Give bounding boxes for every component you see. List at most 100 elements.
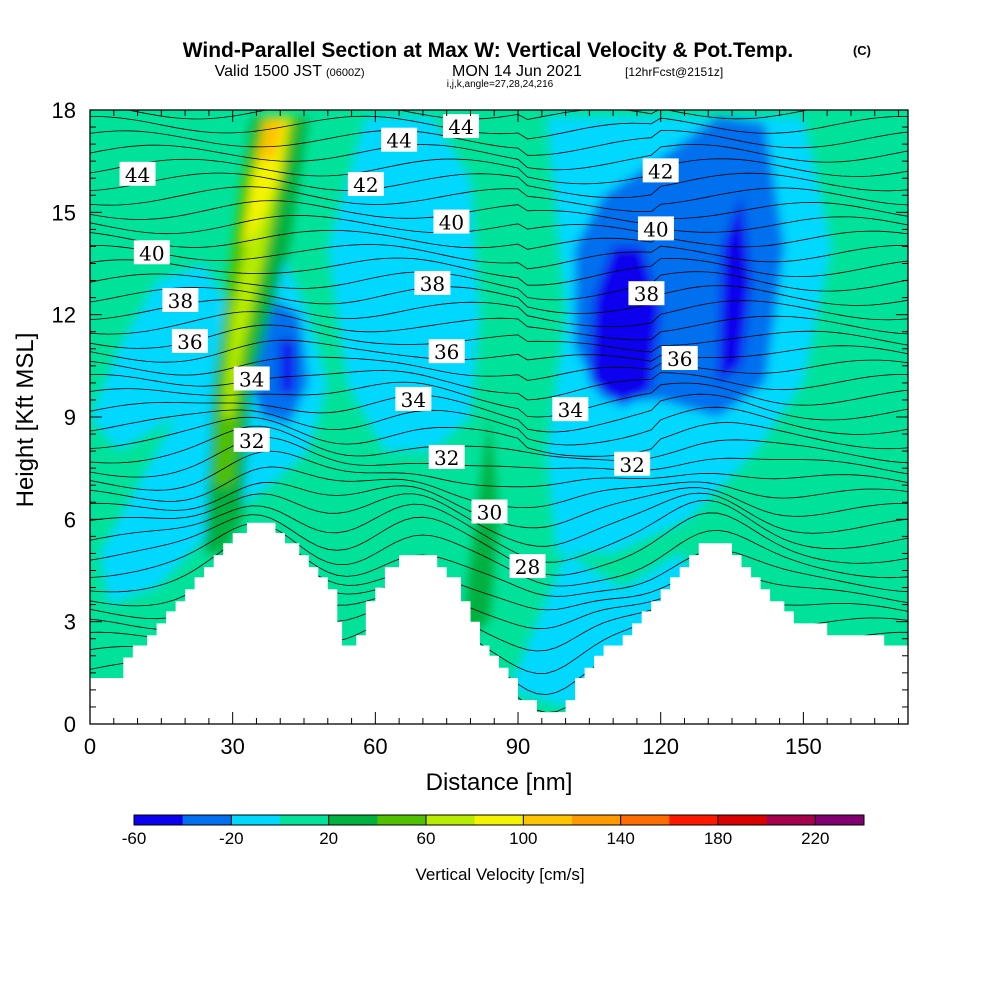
y-tick-label: 3 <box>64 610 76 635</box>
y-tick-label: 9 <box>64 405 76 430</box>
theta-label: 36 <box>171 328 208 354</box>
colorbar-swatch <box>377 815 427 825</box>
velocity-region <box>461 417 499 639</box>
terrain-mask <box>90 522 908 724</box>
theta-label-text: 32 <box>619 453 644 477</box>
theta-contour <box>90 200 908 225</box>
theta-contour <box>90 186 908 212</box>
theta-label-box <box>628 281 665 306</box>
colorbar-swatch <box>182 815 232 825</box>
theta-label: 32 <box>233 427 270 453</box>
theta-contour <box>90 271 908 301</box>
theta-label-box <box>442 114 479 139</box>
theta-label-box <box>133 240 170 265</box>
theta-contour <box>90 172 908 199</box>
velocity-region <box>327 116 480 452</box>
theta-contour <box>90 370 908 401</box>
theta-contour <box>90 523 908 587</box>
theta-label-text: 40 <box>139 241 164 265</box>
velocity-region <box>508 553 709 707</box>
colorbar-swatch <box>134 815 184 825</box>
chart-title: Wind-Parallel Section at Max W: Vertical… <box>183 39 794 62</box>
chart-title-unit: (C) <box>853 43 871 58</box>
y-axis-label: Height [Kft MSL] <box>12 333 39 508</box>
y-tick-label: 0 <box>64 712 76 737</box>
x-tick-label: 90 <box>506 734 530 759</box>
theta-label-text: 36 <box>434 340 459 364</box>
theta-label-text: 40 <box>643 217 668 241</box>
theta-label-text: 38 <box>168 289 193 313</box>
theta-label-text: 36 <box>667 347 692 371</box>
colorbar-tick-label: -20 <box>219 829 244 848</box>
theta-label: 34 <box>552 397 589 422</box>
theta-contour <box>90 115 908 140</box>
colorbar-swatch <box>474 815 524 825</box>
theta-label: 44 <box>381 127 418 153</box>
subtitle-fcst: [12hrFcst@2151z] <box>625 65 723 79</box>
theta-contour <box>90 512 908 576</box>
theta-label-box <box>471 499 508 524</box>
theta-label: 34 <box>233 366 270 391</box>
theta-label-box <box>171 328 208 353</box>
y-tick-label: 6 <box>64 507 76 532</box>
theta-label: 36 <box>661 346 698 371</box>
y-tick-label: 18 <box>52 98 76 123</box>
theta-label-text: 44 <box>125 163 150 187</box>
theta-label-text: 34 <box>558 398 583 422</box>
theta-label-text: 40 <box>439 211 464 235</box>
theta-label: 42 <box>347 172 384 197</box>
x-axis-label: Distance [nm] <box>426 769 573 796</box>
theta-label-box <box>119 161 156 186</box>
theta-label: 38 <box>414 270 451 296</box>
theta-label-box <box>509 554 546 579</box>
theta-label-box <box>642 158 679 183</box>
velocity-region <box>717 195 752 383</box>
colorbar-label: Vertical Velocity [cm/s] <box>415 865 584 884</box>
theta-label-text: 38 <box>420 272 445 296</box>
y-tick-label: 12 <box>52 303 76 328</box>
theta-label-box <box>381 127 418 152</box>
colorbar-swatch <box>523 815 573 825</box>
theta-label-box <box>347 172 384 197</box>
subtitle-valid: Valid 1500 JST <box>215 63 323 80</box>
theta-label-text: 32 <box>239 429 264 453</box>
theta-contour <box>90 381 908 418</box>
theta-label-box <box>233 366 270 391</box>
colorbar-swatch <box>718 815 768 825</box>
colorbar-swatch <box>766 815 816 825</box>
theta-label-box <box>162 288 199 313</box>
theta-label: 32 <box>428 444 465 470</box>
theta-label: 44 <box>442 114 479 139</box>
colorbar-swatch <box>280 815 330 825</box>
theta-label-text: 34 <box>239 367 264 391</box>
theta-label-box <box>614 451 651 476</box>
colorbar-swatch <box>328 815 378 825</box>
velocity-region <box>242 116 290 247</box>
x-tick-label: 60 <box>363 734 387 759</box>
x-tick-label: 30 <box>220 734 244 759</box>
theta-label-text: 36 <box>177 330 202 354</box>
theta-label-text: 30 <box>477 501 502 525</box>
theta-label-text: 28 <box>515 555 540 579</box>
colorbar-tick-label: 140 <box>606 829 634 848</box>
colorbar-swatch <box>426 815 476 825</box>
theta-label: 40 <box>133 240 170 265</box>
theta-contour <box>90 285 908 314</box>
x-tick-label: 150 <box>785 734 822 759</box>
theta-label: 36 <box>428 339 465 364</box>
subtitle-date: MON 14 Jun 2021 <box>452 63 582 80</box>
theta-contour <box>90 299 908 328</box>
velocity-field <box>90 116 832 707</box>
theta-label-text: 32 <box>434 446 459 470</box>
theta-contour <box>90 257 908 286</box>
x-tick-label: 120 <box>642 734 679 759</box>
theta-label-text: 44 <box>386 129 411 153</box>
theta-contour <box>90 416 908 457</box>
theta-label: 32 <box>614 451 651 477</box>
theta-contour <box>90 436 908 478</box>
colorbar-swatch <box>669 815 719 825</box>
colorbar-tick-label: 180 <box>704 829 732 848</box>
theta-label: 38 <box>628 281 665 306</box>
